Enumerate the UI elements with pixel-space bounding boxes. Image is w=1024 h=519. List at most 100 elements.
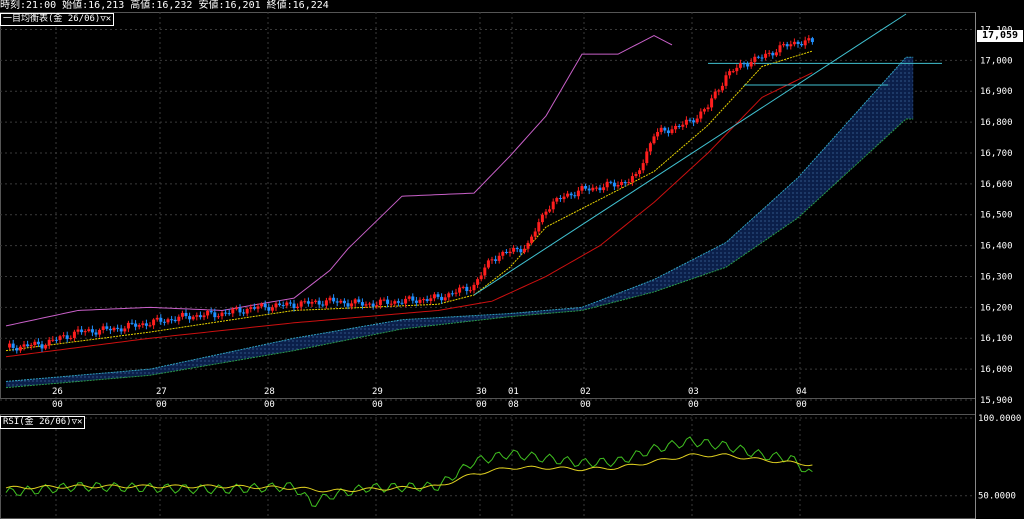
candle-up: [195, 315, 199, 317]
candle-down: [332, 297, 336, 302]
candle-up: [8, 343, 12, 348]
candle-up: [58, 336, 62, 341]
candle-up: [652, 136, 656, 144]
candle-up: [530, 236, 534, 243]
candle-up: [382, 299, 386, 301]
candle-down: [184, 312, 188, 317]
candle-down: [134, 323, 138, 327]
candle-down: [54, 339, 58, 341]
candle-up: [789, 44, 793, 47]
candle-up: [245, 308, 249, 314]
candle-up: [51, 339, 55, 341]
candle-down: [504, 251, 508, 253]
candle-up: [72, 331, 76, 338]
candle-down: [760, 57, 764, 59]
candle-up: [231, 309, 235, 314]
candle-up: [216, 316, 220, 318]
candle-up: [508, 251, 512, 253]
candle-up: [674, 125, 678, 130]
x-tick-day: 30: [476, 387, 487, 397]
candle-up: [490, 259, 494, 261]
y-tick-label: 16,900: [980, 87, 1013, 97]
y-tick-label: 16,500: [980, 211, 1013, 221]
candle-up: [767, 52, 771, 54]
candle-down: [360, 302, 364, 306]
candle-up: [191, 316, 195, 320]
candle-down: [278, 303, 282, 306]
candle-up: [152, 319, 156, 326]
candle-down: [224, 312, 228, 314]
candle-up: [638, 170, 642, 174]
candle-up: [454, 292, 458, 294]
candle-up: [256, 306, 260, 309]
candle-down: [450, 293, 454, 295]
candle-up: [141, 323, 145, 326]
candle-up: [627, 182, 631, 184]
x-tick-hour: 08: [508, 400, 519, 410]
candle-up: [641, 163, 645, 171]
candle-down: [263, 303, 267, 308]
main-panel-frame: [0, 12, 976, 399]
candle-up: [486, 260, 490, 268]
candle-up: [314, 300, 318, 302]
candle-up: [803, 40, 807, 46]
candle-down: [692, 120, 696, 123]
current-price-label: 17,059: [977, 30, 1023, 42]
candle-down: [440, 296, 444, 301]
senkou-span-b-line: [5, 118, 914, 389]
indicator-tag-ichimoku[interactable]: 一目均衡表(金 26/06)▽✕: [0, 13, 115, 26]
candle-up: [22, 344, 26, 347]
candle-up: [566, 193, 570, 197]
x-tick-hour: 00: [796, 400, 807, 410]
candle-up: [83, 331, 87, 333]
candle-up: [429, 298, 433, 301]
candle-up: [710, 98, 714, 108]
candle-up: [62, 335, 66, 337]
candle-up: [749, 61, 753, 67]
rsi-panel: 100.0000 50.0000: [0, 414, 1021, 507]
candle-down: [515, 247, 519, 250]
candle-up: [544, 211, 548, 215]
candle-down: [371, 303, 375, 307]
candle-up: [634, 173, 638, 177]
candle-down: [335, 301, 339, 303]
tenkan-line: [5, 50, 813, 352]
candle-up: [699, 111, 703, 119]
candle-down: [771, 52, 775, 56]
candle-up: [630, 176, 634, 183]
candle-up: [18, 346, 22, 351]
candle-down: [173, 319, 177, 322]
candle-up: [497, 255, 501, 261]
candle-down: [15, 347, 19, 351]
indicator-tag-rsi[interactable]: RSI(金 26/06)▽✕: [0, 416, 86, 429]
candle-up: [562, 196, 566, 200]
candle-down: [94, 332, 98, 335]
candle-down: [292, 303, 296, 309]
candle-up: [551, 201, 555, 210]
candle-down: [227, 313, 231, 315]
candle-up: [148, 325, 152, 327]
candle-up: [29, 345, 33, 347]
candle-up: [378, 299, 382, 306]
trendline: [473, 13, 907, 296]
candle-down: [386, 299, 390, 304]
candle-down: [159, 317, 163, 322]
candle-up: [717, 90, 721, 92]
senkou-span-a-line: [5, 56, 914, 382]
candle-up: [458, 287, 462, 293]
candle-down: [411, 296, 415, 301]
candle-up: [166, 319, 170, 323]
candle-down: [756, 56, 760, 58]
candle-up: [602, 187, 606, 191]
candle-up: [537, 222, 541, 232]
candle-up: [706, 107, 710, 110]
rsi-signal-line: [5, 453, 813, 493]
ichimoku-cloud: [6, 57, 914, 388]
candle-down: [108, 328, 112, 331]
candle-down: [105, 326, 109, 329]
candle-up: [720, 85, 724, 91]
candle-up: [512, 247, 516, 252]
candle-up: [656, 131, 660, 137]
candle-down: [742, 63, 746, 65]
